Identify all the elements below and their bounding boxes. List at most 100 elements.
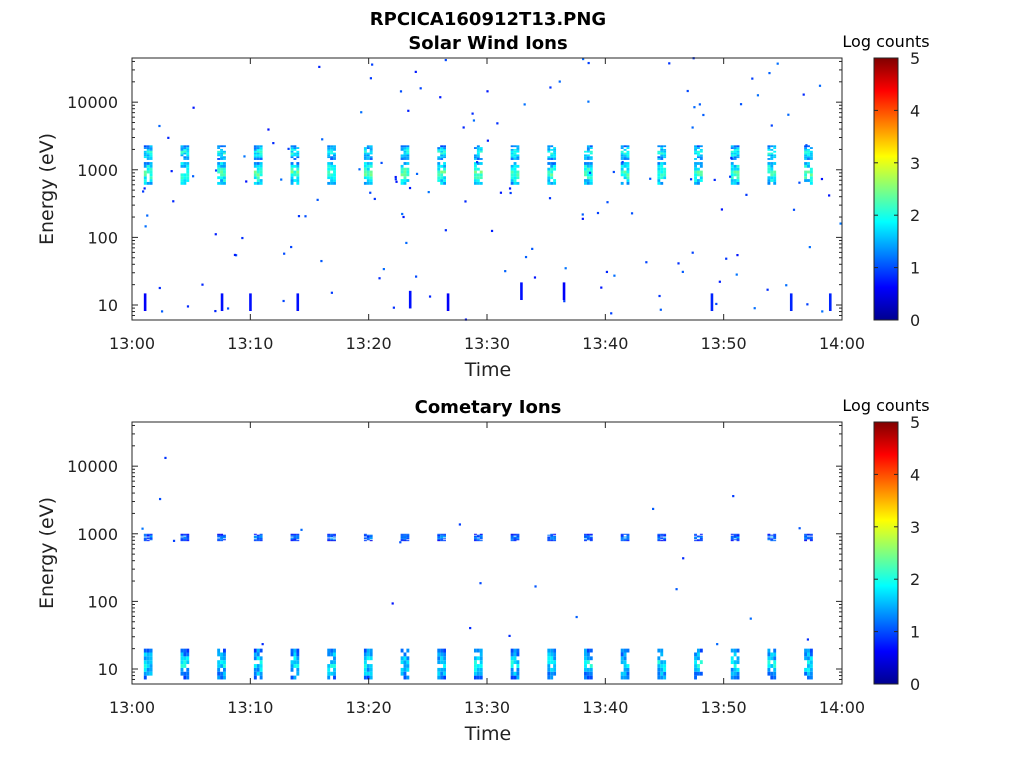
spectrogram-cell [440, 660, 444, 665]
spectrogram-cell [259, 648, 263, 653]
spectrogram-cell [290, 648, 294, 653]
spectrogram-cell [369, 147, 373, 149]
spectrogram-cell [660, 534, 664, 536]
spectrogram-cell [406, 147, 410, 149]
spectrogram-cell [510, 167, 514, 171]
spectrogram-cell [327, 536, 331, 538]
spectrogram-cell [657, 176, 661, 180]
colorbar-tick-label: 2 [910, 570, 920, 589]
spectrogram-cell [253, 152, 257, 155]
spectrogram-cell [660, 675, 664, 680]
spectrogram-cell [316, 198, 319, 201]
spectrogram-cell [623, 152, 627, 155]
spectrogram-cell [730, 150, 734, 153]
spectrogram-cell [217, 534, 221, 536]
spectrogram-cell [553, 533, 557, 535]
spectrogram-cell [807, 648, 810, 653]
spectrogram-cell [626, 173, 630, 177]
spectrogram-cell [657, 158, 661, 160]
spectrogram-cell [406, 150, 410, 153]
spectrogram-cell [496, 122, 499, 125]
spectrogram-cell [694, 660, 697, 665]
spectrogram-cell [180, 152, 184, 155]
spectrogram-cell [510, 535, 514, 537]
spectrogram-cell [293, 535, 297, 537]
spectrogram-cell [440, 164, 444, 168]
spectrogram-cell [146, 156, 150, 159]
spectrogram-cell [149, 660, 153, 665]
spectrogram-cell [479, 656, 483, 661]
spectrogram-cell [186, 158, 190, 160]
spectrogram-cell [403, 148, 407, 151]
spectrogram-cell [694, 173, 697, 177]
x-tick-label: 13:30 [464, 334, 510, 353]
spectrogram-cell [330, 158, 334, 160]
spectrogram-cell [694, 533, 697, 535]
spectrogram-cell [296, 667, 300, 672]
spectrogram-cell [186, 671, 190, 676]
spectrogram-cell [444, 229, 447, 232]
spectrogram-cell [620, 540, 624, 542]
spectrogram-cell [180, 671, 184, 676]
spectrogram-cell [733, 148, 737, 151]
spectrogram-cell [702, 113, 705, 117]
spectrogram-cell [369, 667, 373, 672]
spectrogram-cell [623, 667, 627, 672]
spectrogram-cell [809, 534, 813, 536]
spectrogram-cell [443, 540, 446, 542]
spectrogram-cell [773, 667, 777, 672]
spectrogram-cell [809, 176, 813, 180]
spectrogram-cell [293, 660, 297, 665]
spectrogram-cell [767, 179, 771, 182]
spectrogram-cell [657, 162, 661, 165]
spectrogram-cell [146, 152, 150, 155]
spectrogram-cell [663, 156, 667, 159]
spectrogram-cell [476, 167, 480, 171]
spectrogram-cell [183, 539, 187, 541]
spectrogram-cell [696, 154, 700, 157]
spectrogram-cell [623, 173, 627, 177]
spectrogram-cell [730, 179, 734, 182]
spectrogram-cell [660, 535, 664, 537]
spectrogram-cell [733, 534, 737, 536]
spectrogram-cell [437, 536, 441, 538]
spectrogram-cell [394, 175, 397, 179]
spectrogram-cell [192, 175, 195, 178]
spectrogram-cell [400, 173, 404, 177]
spectrogram-cell [220, 537, 223, 539]
spectrogram-cell [626, 164, 630, 168]
spectrogram-cell [143, 671, 147, 676]
spectrogram-cell [183, 152, 187, 155]
spectrogram-cell [406, 533, 410, 535]
spectrogram-cell [510, 150, 514, 153]
spectrogram-cell [730, 537, 734, 539]
figure-title: RPCICA160912T13.PNG [370, 9, 606, 30]
spectrogram-cell [149, 167, 153, 171]
spectrogram-cell [440, 145, 444, 148]
spectrogram-cell [186, 656, 190, 661]
spectrogram-cell [510, 181, 514, 185]
spectrogram-cell [589, 656, 593, 661]
spectrogram-cell [440, 152, 444, 155]
spectrogram-cell [327, 181, 331, 185]
spectrogram-cell [586, 150, 590, 153]
spectrogram-cell [296, 537, 300, 539]
spectrogram-cell [767, 176, 771, 180]
spectrogram-cell [787, 113, 790, 116]
y-tick-label: 10000 [67, 457, 118, 476]
spectrogram-cell [620, 170, 624, 174]
spectrogram-cell [327, 535, 331, 537]
spectrogram-cell [694, 671, 697, 676]
spectrogram-cell [547, 667, 551, 672]
spectrogram-cell [296, 535, 300, 537]
spectrogram-cell [220, 158, 223, 160]
spectrogram-cell [547, 148, 551, 151]
spectrogram-cell [733, 179, 737, 182]
spectrogram-cell [143, 156, 147, 159]
spectrogram-solar-wind [142, 57, 842, 321]
spectrogram-cell [256, 154, 260, 157]
spectrogram-cell [479, 150, 483, 153]
spectrogram-cell [513, 660, 517, 665]
spectrogram-cell [259, 533, 263, 535]
spectrogram-cell [290, 539, 294, 541]
